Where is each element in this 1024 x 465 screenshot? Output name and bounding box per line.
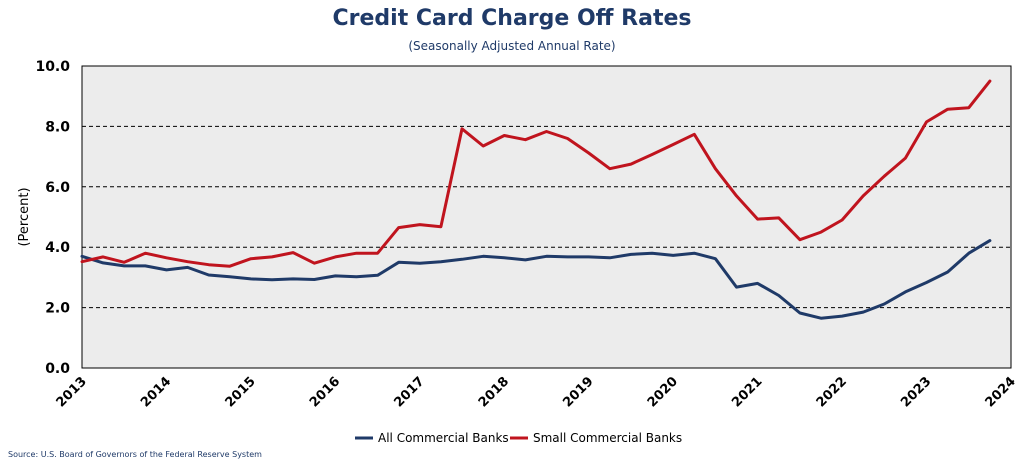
legend-label: All Commercial Banks: [378, 431, 509, 445]
x-tick-label: 2015: [223, 374, 259, 410]
line-chart: 0.0 2.0 4.0 6.0 8.0 10.0 2013 2014 2015 2016 2017…: [17, 59, 1019, 445]
series-line-0: [80, 239, 992, 320]
chart-title: Credit Card Charge Off Rates: [332, 6, 692, 31]
x-tick-label: 2022: [814, 374, 850, 410]
y-tick-label: 4.0: [45, 240, 70, 256]
y-tick-label: 6.0: [45, 180, 70, 196]
y-tick-label: 0.0: [45, 361, 70, 377]
x-tick-label: 2016: [307, 374, 343, 410]
x-tick-label: 2021: [729, 374, 765, 410]
x-tick-label: 2018: [476, 374, 512, 410]
y-tick-label: 10.0: [35, 59, 70, 75]
x-tick-label: 2014: [138, 374, 174, 410]
x-tick-label: 2020: [645, 374, 681, 410]
y-axis-ticks: 0.0 2.0 4.0 6.0 8.0 10.0: [35, 59, 70, 377]
x-tick-label: 2024: [983, 374, 1019, 410]
series-lines: [80, 79, 992, 320]
legend: All Commercial Banks Small Commercial Ban…: [355, 431, 682, 445]
legend-label: Small Commercial Banks: [533, 431, 682, 445]
chart-subtitle: (Seasonally Adjusted Annual Rate): [408, 39, 616, 53]
y-tick-label: 2.0: [45, 301, 70, 317]
x-tick-label: 2023: [898, 374, 934, 410]
grid-lines: [82, 125, 1011, 309]
y-tick-label: 8.0: [45, 119, 70, 135]
x-tick-label: 2019: [560, 374, 596, 410]
y-axis-label: (Percent): [17, 187, 32, 246]
x-axis-ticks: 2013 2014 2015 2016 2017 2018 2019 2020 2021 2022…: [54, 374, 1019, 410]
source-note: Source: U.S. Board of Governors of the F…: [8, 450, 262, 459]
x-tick-label: 2017: [391, 374, 427, 410]
x-tick-label: 2013: [54, 374, 90, 410]
series-line-1: [80, 79, 992, 268]
plot-area: [81, 65, 1012, 369]
